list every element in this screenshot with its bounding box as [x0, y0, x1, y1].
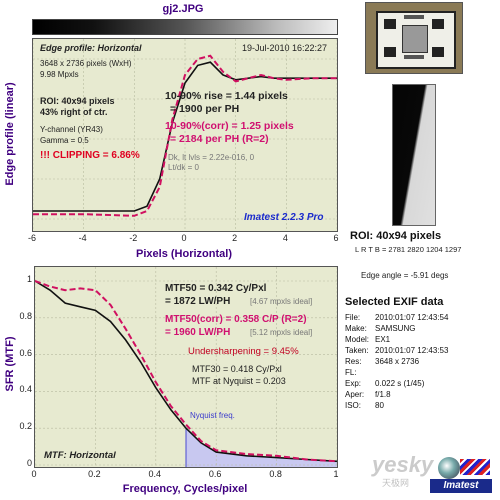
exif-key: Aper: — [345, 390, 365, 399]
mtf-series-2 — [35, 280, 337, 463]
exif-value: EX1 — [375, 335, 391, 344]
mtf-ytick: 0.4 — [19, 384, 32, 395]
mtf50-corr-lw-text: = 1960 LW/PH — [165, 327, 231, 338]
mtf50-corr-ideal-text: [5.12 mpxls ideal] — [250, 328, 313, 337]
exif-key: File: — [345, 313, 361, 322]
clipping-text: !!! CLIPPING = 6.86% — [40, 150, 140, 161]
edge-profile-xtick: -4 — [78, 233, 87, 243]
exif-value: SAMSUNG — [375, 324, 416, 333]
exif-key: ISO: — [345, 401, 362, 410]
exif-key: Exp: — [345, 379, 362, 388]
mtf-series-1 — [35, 280, 337, 463]
edge-profile-xtick: 0 — [181, 233, 187, 243]
exif-key: Model: — [345, 335, 370, 344]
exif-row: Taken: 2010:01:07 12:43:53 — [345, 345, 448, 356]
date-text: 19-Jul-2010 16:22:27 — [242, 43, 328, 53]
mtf-nyquist-text: MTF at Nyquist = 0.203 — [192, 376, 286, 386]
yesky-watermark-sub: 天极网 — [382, 478, 410, 488]
mtf50-corr-text: MTF50(corr) = 0.358 C/P (R=2) — [165, 314, 307, 325]
exif-value: 3648 x 2736 — [375, 357, 420, 366]
mtf-ytick: 1 — [26, 274, 32, 284]
mtf-chart — [35, 267, 337, 467]
exif-value: 2010:01:07 12:43:53 — [375, 346, 449, 355]
exif-key: Make: — [345, 324, 367, 333]
imatest-logo-icon — [438, 457, 460, 479]
roi-label: ROI: 40x94 pixels — [350, 230, 442, 242]
rise-corr-text: 10-90%(corr) = 1.25 pixels — [165, 120, 294, 132]
mtf-title: MTF: Horizontal — [44, 450, 116, 461]
mpxls-text: 9.98 Mpxls — [40, 70, 79, 79]
roi-text: ROI: 40x94 pixels — [40, 96, 115, 106]
exif-row: FL: — [345, 367, 448, 378]
mtf30-text: MTF30 = 0.418 Cy/Pxl — [192, 364, 282, 374]
exif-row: Res: 3648 x 2736 — [345, 356, 448, 367]
exif-value: 2010:01:07 12:43:54 — [375, 313, 449, 322]
mtf50-text: MTF50 = 0.342 Cy/Pxl — [165, 283, 267, 294]
mtf-xtick: 0.8 — [269, 469, 282, 479]
edge-profile-xlabel: Pixels (Horizontal) — [136, 248, 232, 260]
exif-row: File: 2010:01:07 12:43:54 — [345, 312, 448, 323]
dk-text: Dk, lt lvls = 2.22e-016, 0 — [168, 153, 255, 162]
exif-key: Taken: — [345, 346, 369, 355]
edge-profile-series-2 — [33, 54, 337, 217]
pixels-text: 3648 x 2736 pixels (WxH) — [40, 59, 132, 68]
imatest-logo-text: Imatest — [430, 479, 492, 493]
exif-row: Model: EX1 — [345, 334, 448, 345]
roi-pos-text: 43% right of ctr. — [40, 107, 108, 117]
imatest-version: Imatest 2.2.3 Pro — [244, 212, 324, 223]
mtf-ytick: 0 — [26, 458, 32, 468]
edge-profile-chart — [33, 39, 337, 231]
rise-corr-ph-text: = 2184 per PH (R=2) — [170, 133, 269, 145]
mtf-ytick: 0.8 — [19, 310, 32, 321]
edge-angle-text: Edge angle = -5.91 degs — [361, 271, 449, 280]
ltdk-text: Lt/dk = 0 — [168, 163, 199, 172]
exif-list: File: 2010:01:07 12:43:54 Make: SAMSUNG Mo… — [345, 312, 448, 411]
nyquist-label: Nyquist freq. — [190, 411, 235, 420]
channel-text: Y-channel (YR43) — [40, 125, 103, 134]
edge-profile-xtick: 6 — [333, 233, 339, 243]
edge-profile-ylabel: Edge profile (linear) — [4, 82, 16, 186]
rise-ph-text: = 1900 per PH — [170, 103, 240, 115]
edge-profile-xtick: 4 — [282, 233, 288, 243]
mtf-xtick: 0.4 — [148, 469, 162, 479]
exif-row: ISO: 80 — [345, 400, 448, 411]
mtf-plot — [34, 266, 338, 468]
exif-value: 0.022 s (1/45) — [375, 379, 425, 388]
exif-row: Aper: f/1.8 — [345, 389, 448, 400]
exif-key: Res: — [345, 357, 362, 366]
edge-profile-title: Edge profile: Horizontal — [40, 43, 142, 53]
mtf-xtick: 0.6 — [208, 469, 222, 479]
edge-gradient-strip — [32, 19, 338, 35]
edge-profile-xtick: -2 — [129, 233, 138, 243]
mtf-ytick: 0.6 — [19, 347, 32, 358]
mtf-xtick: 0.2 — [88, 469, 101, 479]
mtf50-lw-text: = 1872 LW/PH — [165, 296, 231, 307]
imatest-logo: Imatest — [430, 455, 492, 495]
mtf-ylabel: SFR (MTF) — [4, 336, 16, 392]
exif-row: Make: SAMSUNG — [345, 323, 448, 334]
nyquist-region — [186, 428, 337, 467]
mtf-xlabel: Frequency, Cycles/pixel — [122, 483, 248, 495]
gamma-text: Gamma = 0.5 — [40, 136, 89, 145]
exif-value: 80 — [375, 401, 384, 410]
exif-key: FL: — [345, 368, 357, 377]
lrtb-text: L R T B = 2781 2820 1204 1297 — [355, 245, 462, 254]
exif-title: Selected EXIF data — [345, 296, 444, 308]
chart-thumbnail — [365, 2, 463, 74]
exif-row: Exp: 0.022 s (1/45) — [345, 378, 448, 389]
mtf-ytick: 0.2 — [19, 421, 32, 432]
roi-crop-image — [392, 84, 436, 226]
mtf-xtick: 0 — [31, 469, 37, 479]
exif-value: f/1.8 — [375, 390, 391, 399]
rise-text: 10-90% rise = 1.44 pixels — [165, 90, 288, 102]
undersharpening-text: Undersharpening = 9.45% — [188, 346, 299, 357]
edge-profile-plot — [32, 38, 338, 232]
mtf-xtick: 1 — [333, 469, 339, 479]
image-filename: gj2.JPG — [162, 3, 204, 15]
mtf50-ideal-text: [4.67 mpxls ideal] — [250, 297, 313, 306]
yesky-watermark: yesky — [372, 452, 434, 477]
edge-profile-xtick: -6 — [27, 233, 36, 243]
edge-profile-xtick: 2 — [232, 233, 238, 243]
